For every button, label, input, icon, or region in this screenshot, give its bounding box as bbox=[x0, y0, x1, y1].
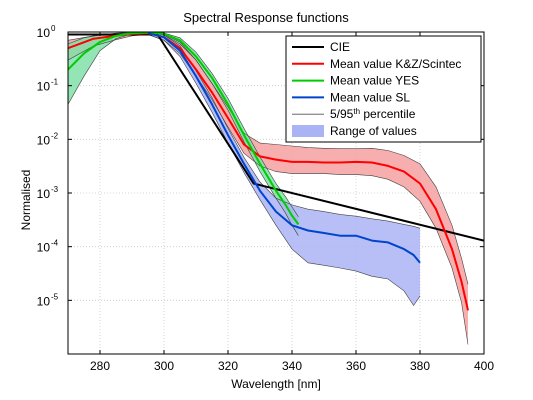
mean-value-sl-line bbox=[147, 32, 421, 264]
x-axis-label: Wavelength [nm] bbox=[231, 377, 321, 391]
y-tick-label: 10 bbox=[37, 241, 51, 255]
series-lines bbox=[68, 32, 484, 311]
x-tick-label: 280 bbox=[90, 359, 110, 373]
mean-value-yes-range-band bbox=[68, 32, 299, 236]
y-tick-exponent: -5 bbox=[51, 292, 59, 301]
y-axis-label: Normalised bbox=[19, 170, 33, 231]
legend-label: Mean value SL bbox=[330, 90, 410, 104]
legend-label: 5/95th percentile bbox=[330, 107, 416, 122]
legend-swatch-range bbox=[292, 125, 324, 137]
y-tick-exponent: -4 bbox=[51, 239, 59, 248]
x-tick-label: 400 bbox=[474, 359, 494, 373]
y-tick-label: 10 bbox=[37, 294, 51, 308]
y-tick-label: 10 bbox=[37, 187, 51, 201]
y-tick-label: 10 bbox=[37, 26, 51, 40]
x-tick-label: 360 bbox=[346, 359, 366, 373]
x-tick-label: 380 bbox=[410, 359, 430, 373]
x-tick-label: 340 bbox=[282, 359, 302, 373]
y-tick-exponent: 0 bbox=[51, 24, 56, 33]
legend-label: Mean value K&Z/Scintec bbox=[330, 57, 461, 71]
x-tick-label: 320 bbox=[218, 359, 238, 373]
y-tick-exponent: -1 bbox=[51, 78, 59, 87]
legend-label: Range of values bbox=[330, 124, 417, 138]
cie-line bbox=[68, 33, 484, 242]
mean-value-yes-5th-percentile bbox=[68, 32, 299, 236]
y-tick-label: 10 bbox=[37, 80, 51, 94]
y-tick-label: 10 bbox=[37, 133, 51, 147]
mean-value-sl-range-band bbox=[148, 32, 420, 306]
legend-label: CIE bbox=[330, 40, 350, 54]
legend: CIE Mean value K&Z/Scintec Mean value YES M… bbox=[285, 35, 482, 143]
mean-value-yes-line bbox=[68, 32, 300, 225]
x-axis-ticks: 280 300 320 340 360 380 400 bbox=[90, 32, 494, 373]
legend-label: Mean value YES bbox=[330, 74, 419, 88]
y-tick-exponent: -3 bbox=[51, 185, 59, 194]
mean-value-sl-5th-percentile bbox=[147, 34, 421, 307]
legend-box bbox=[285, 35, 482, 143]
x-tick-label: 300 bbox=[154, 359, 174, 373]
y-tick-exponent: -2 bbox=[51, 131, 59, 140]
chart-title: Spectral Response functions bbox=[183, 10, 349, 25]
range-bands bbox=[68, 32, 468, 345]
